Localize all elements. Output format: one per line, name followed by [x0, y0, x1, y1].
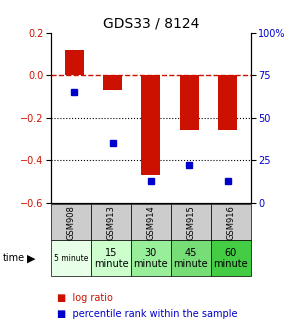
Text: GSM915: GSM915: [186, 205, 195, 240]
Bar: [65, 50, 84, 75]
Text: 5 minute: 5 minute: [54, 254, 88, 263]
Text: time: time: [3, 253, 25, 263]
Text: GSM914: GSM914: [146, 205, 155, 240]
Text: ■  log ratio: ■ log ratio: [57, 293, 113, 302]
Text: 60
minute: 60 minute: [213, 248, 248, 269]
Bar: [103, 75, 122, 90]
Text: GSM916: GSM916: [226, 205, 235, 240]
Text: 30
minute: 30 minute: [134, 248, 168, 269]
Text: ▶: ▶: [26, 253, 35, 263]
Text: 15
minute: 15 minute: [94, 248, 128, 269]
Text: ■  percentile rank within the sample: ■ percentile rank within the sample: [57, 309, 238, 319]
Bar: [141, 75, 161, 175]
Text: 45
minute: 45 minute: [173, 248, 208, 269]
Bar: [180, 75, 199, 130]
Bar: [218, 75, 237, 130]
Title: GDS33 / 8124: GDS33 / 8124: [103, 16, 199, 30]
Text: GSM913: GSM913: [107, 205, 115, 240]
Text: GSM908: GSM908: [67, 205, 76, 240]
